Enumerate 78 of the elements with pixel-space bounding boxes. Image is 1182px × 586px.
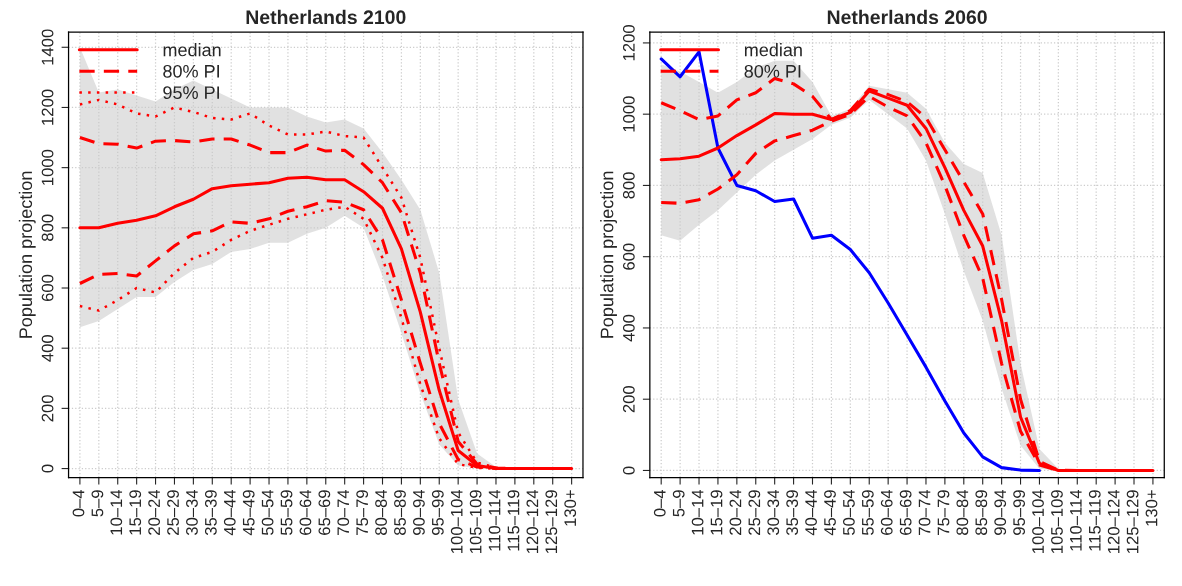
y-tick-label: 800	[622, 172, 635, 199]
x-tick-label: 100–104	[1032, 489, 1044, 553]
x-tick-label: 95–99	[431, 490, 444, 535]
y-axis-title: Population projection	[600, 171, 617, 338]
x-tick-label: 10–14	[691, 489, 704, 535]
x-tick-label: 120–124	[1107, 489, 1120, 553]
x-tick-label: 60–64	[880, 489, 893, 535]
x-tick-label: 105–109	[1051, 490, 1063, 553]
y-tick-label: 400	[41, 334, 54, 362]
x-tick-label: 90–94	[994, 489, 1007, 535]
x-tick-label: 115–119	[1088, 490, 1101, 551]
x-tick-label: 80–84	[956, 489, 969, 536]
legend-label: 95% PI	[163, 86, 219, 100]
x-tick-label: 50–54	[842, 489, 855, 536]
x-tick-label: 105–109	[469, 490, 482, 553]
x-tick-label: 10–14	[110, 489, 123, 535]
x-tick-label: 75–79	[937, 490, 950, 535]
x-tick-label: 70–74	[918, 489, 931, 535]
x-tick-label: 75–79	[356, 490, 369, 535]
x-tick-label: 0–4	[72, 489, 85, 517]
x-tick-label: 45–49	[242, 490, 255, 536]
x-tick-label: 25–29	[167, 490, 179, 535]
x-tick-label: 100–104	[450, 489, 463, 553]
x-tick-label: 40–44	[223, 489, 236, 536]
x-tick-label: 90–94	[413, 489, 425, 535]
x-tick-label: 30–34	[186, 489, 198, 536]
x-tick-label: 50–54	[261, 489, 274, 536]
legend-label: median	[744, 43, 802, 57]
x-tick-label: 20–24	[729, 489, 742, 535]
x-tick-label: 120–124	[526, 489, 539, 553]
x-tick-label: 65–69	[899, 490, 912, 535]
y-tick-label: 800	[41, 214, 54, 242]
y-tick-label: 200	[622, 385, 635, 413]
x-tick-label: 70–74	[337, 489, 350, 535]
legend-label: 80% PI	[744, 64, 801, 78]
x-tick-label: 130+	[564, 490, 577, 526]
x-tick-label: 0–4	[653, 489, 666, 517]
legend-label: 80% PI	[163, 64, 219, 78]
x-tick-label: 15–19	[129, 490, 142, 535]
x-tick-label: 30–34	[767, 489, 780, 536]
x-tick-label: 5–9	[672, 490, 685, 517]
y-tick-label: 200	[41, 395, 54, 422]
y-tick-label: 1000	[41, 149, 54, 185]
y-tick-label: 0	[622, 466, 635, 475]
x-tick-label: 110–114	[1069, 489, 1082, 551]
x-tick-label: 115–119	[507, 490, 520, 551]
y-tick-label: 1200	[41, 89, 54, 125]
y-tick-label: 600	[622, 243, 635, 270]
x-tick-label: 60–64	[299, 489, 312, 535]
y-tick-label: 1400	[41, 29, 54, 65]
x-tick-label: 5–9	[91, 490, 104, 517]
x-tick-label: 110–114	[488, 489, 501, 551]
x-tick-label: 85–89	[394, 490, 406, 536]
y-axis-title: Population projection	[18, 171, 36, 338]
x-tick-label: 20–24	[148, 489, 161, 535]
y-tick-label: 1000	[622, 96, 635, 132]
legend-label: median	[163, 43, 221, 57]
x-tick-label: 40–44	[805, 489, 817, 536]
x-tick-label: 35–39	[204, 490, 217, 536]
chart-title: Netherlands 2060	[827, 9, 987, 25]
x-tick-label: 55–59	[280, 490, 293, 536]
y-tick-label: 600	[41, 274, 54, 302]
x-tick-label: 45–49	[824, 490, 836, 536]
x-tick-label: 55–59	[861, 490, 874, 536]
y-tick-label: 400	[622, 314, 635, 342]
x-tick-label: 125–129	[545, 490, 558, 553]
x-tick-label: 130+	[1145, 490, 1158, 526]
x-tick-label: 125–129	[1126, 490, 1139, 553]
x-tick-label: 35–39	[786, 490, 799, 536]
x-tick-label: 80–84	[375, 489, 387, 536]
x-tick-label: 65–69	[318, 490, 331, 535]
y-tick-label: 1200	[622, 25, 635, 61]
chart-title: Netherlands 2100	[246, 9, 406, 25]
x-tick-label: 95–99	[1013, 490, 1026, 535]
x-tick-label: 15–19	[710, 490, 723, 535]
x-tick-label: 85–89	[975, 490, 988, 536]
x-tick-label: 25–29	[748, 490, 761, 535]
y-tick-label: 0	[41, 464, 54, 473]
